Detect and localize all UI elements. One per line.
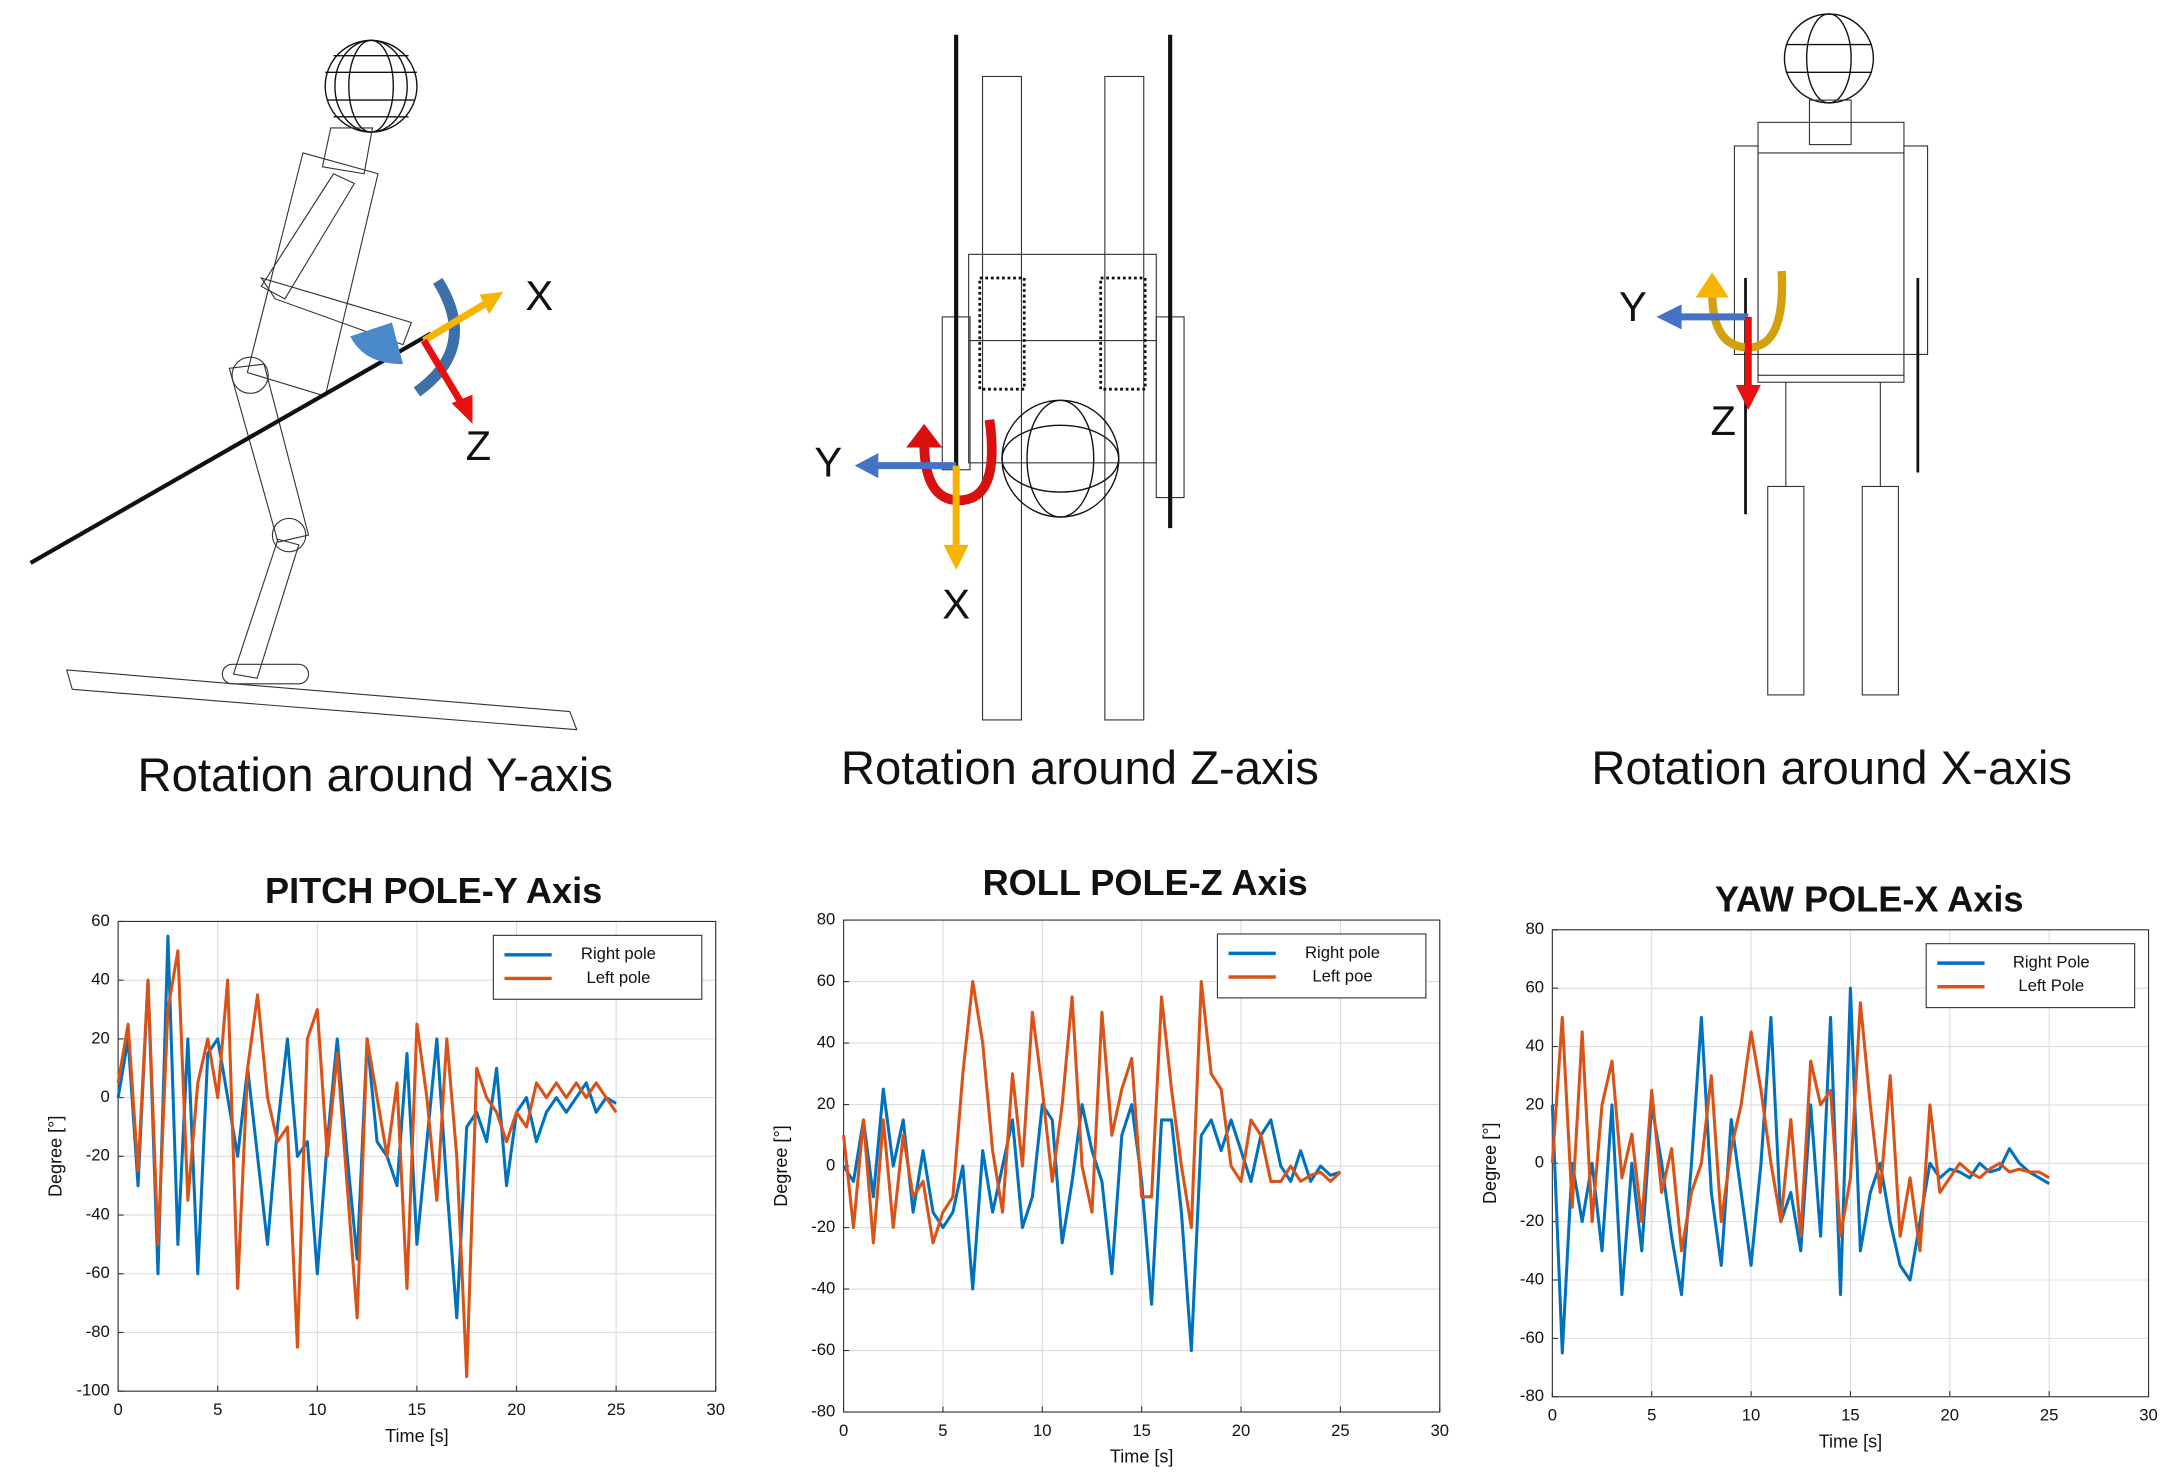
series-line: [1550, 986, 2050, 1355]
y-tick-label: -60: [811, 1340, 835, 1359]
y-tick-label: 0: [101, 1087, 110, 1106]
diagram-side: X Z Rotation around Y-axis: [29, 39, 613, 802]
x-tick-label: 25: [1331, 1421, 1350, 1440]
y-tick-label: 80: [1525, 919, 1544, 938]
x-tick-label: 15: [408, 1400, 427, 1419]
y-tick-label: 40: [91, 970, 110, 989]
x-tick-label: 5: [938, 1421, 947, 1440]
charts: 0 5 10 15 20 25 30 -100 -80 -60 -40 -20 0 20 40 60 PITCH…: [46, 862, 2158, 1467]
y-tick-label: -100: [76, 1381, 109, 1400]
y-tick-label: -20: [86, 1146, 110, 1165]
series-line: [116, 949, 618, 1379]
x-tick-label: 0: [1548, 1406, 1557, 1425]
y-tick-label: -80: [1520, 1386, 1544, 1405]
y-tick-label: 80: [817, 909, 836, 928]
y-tick-label: -40: [811, 1278, 835, 1297]
chart-title: ROLL POLE-Z Axis: [983, 862, 1308, 903]
y-tick-label: -60: [86, 1263, 110, 1282]
x-tick-label: 15: [1841, 1406, 1860, 1425]
x-tick-label: 15: [1132, 1421, 1151, 1440]
x-tick-label: 10: [1033, 1421, 1052, 1440]
y-tick-label: 20: [1525, 1094, 1544, 1113]
legend-label: Right pole: [1305, 943, 1380, 962]
legend-label: Left pole: [586, 968, 650, 987]
x-tick-label: 20: [1232, 1421, 1251, 1440]
legend-label: Left poe: [1312, 966, 1372, 985]
y-tick-label: 60: [91, 911, 110, 930]
x-tick-label: 0: [113, 1400, 122, 1419]
legend-box: [1925, 943, 2136, 1009]
y-tick-label: -80: [86, 1322, 110, 1341]
caption: Rotation around Z-axis: [841, 742, 1319, 795]
x-axis-label: Time [s]: [1110, 1447, 1174, 1467]
series-line: [1550, 1001, 2050, 1253]
x-tick-label: 25: [2040, 1406, 2059, 1425]
axis-letter: Z: [466, 422, 491, 469]
axis-letter: X: [525, 272, 553, 319]
axis-letter: Z: [1711, 397, 1736, 444]
series-line: [842, 1087, 1341, 1353]
legend: Right pole Left poe: [1216, 933, 1427, 999]
y-tick-label: 0: [826, 1155, 835, 1174]
y-tick-label: -20: [811, 1217, 835, 1236]
plot-frame: [117, 920, 717, 1392]
x-tick-label: 5: [1647, 1406, 1656, 1425]
axis-letter: Y: [1619, 283, 1647, 330]
x-tick-label: 30: [706, 1400, 725, 1419]
x-tick-label: 30: [1431, 1421, 1450, 1440]
y-axis-label: Degree [°]: [46, 1116, 66, 1197]
caption: Rotation around Y-axis: [138, 749, 613, 802]
legend-label: Right Pole: [2013, 953, 2090, 972]
axis-letter: Y: [814, 439, 842, 486]
legend-box: [1216, 933, 1427, 999]
y-axis-label: Degree [°]: [771, 1125, 791, 1206]
legend: Right Pole Left Pole: [1925, 943, 2136, 1009]
legend-box: [492, 934, 703, 1000]
y-tick-label: 20: [91, 1028, 110, 1047]
y-tick-label: -80: [811, 1401, 835, 1420]
diagram-top: Y X Rotation around Z-axis: [814, 34, 1319, 795]
x-tick-label: 20: [507, 1400, 526, 1419]
y-tick-label: -40: [86, 1204, 110, 1223]
x-tick-label: 5: [213, 1400, 222, 1419]
y-tick-label: -40: [1520, 1269, 1544, 1288]
legend-label: Right pole: [581, 944, 656, 963]
x-axis-label: Time [s]: [1819, 1431, 1883, 1451]
legend-label: Left Pole: [2018, 976, 2084, 995]
x-tick-label: 0: [839, 1421, 848, 1440]
x-tick-label: 10: [308, 1400, 327, 1419]
series-line: [842, 980, 1342, 1245]
y-tick-label: 20: [817, 1094, 836, 1113]
plot-frame: [1551, 929, 2150, 1398]
x-tick-label: 20: [1941, 1406, 1960, 1425]
chart-title: YAW POLE-X Axis: [1715, 879, 2024, 920]
x-axis-label: Time [s]: [385, 1426, 449, 1446]
y-tick-label: 60: [817, 971, 836, 990]
y-axis-label: Degree [°]: [1480, 1123, 1500, 1204]
diagram-front: Y Z Rotation around X-axis: [1591, 13, 2072, 795]
chart-title: PITCH POLE-Y Axis: [265, 870, 602, 911]
x-tick-label: 10: [1742, 1406, 1761, 1425]
axis-letter: X: [942, 580, 970, 627]
y-tick-label: 0: [1535, 1153, 1544, 1172]
y-tick-label: -20: [1520, 1211, 1544, 1230]
x-tick-label: 25: [607, 1400, 626, 1419]
y-tick-label: 40: [817, 1032, 836, 1051]
y-tick-label: -60: [1520, 1328, 1544, 1347]
x-tick-label: 30: [2139, 1406, 2158, 1425]
legend: Right pole Left pole: [492, 934, 703, 1000]
caption: Rotation around X-axis: [1591, 742, 2072, 795]
y-tick-label: 60: [1525, 978, 1544, 997]
y-tick-label: 40: [1525, 1036, 1544, 1055]
